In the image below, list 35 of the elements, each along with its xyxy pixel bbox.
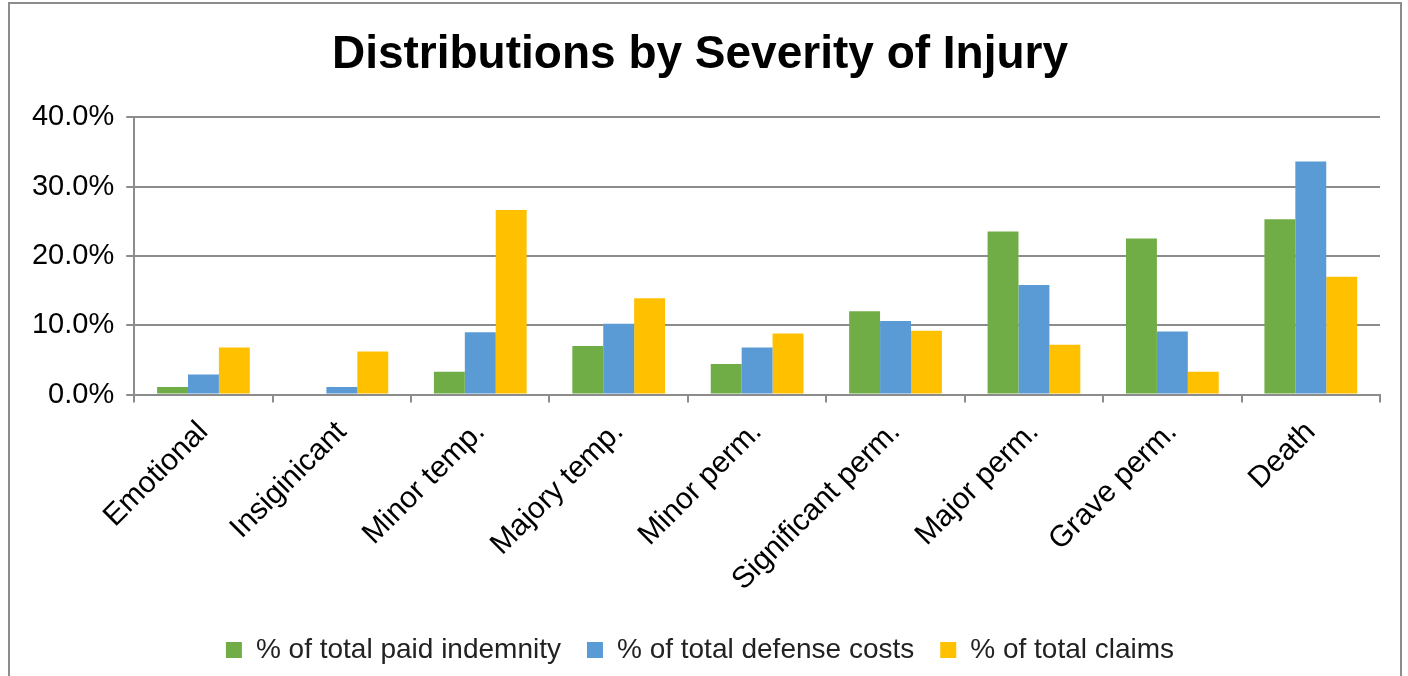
bar — [603, 323, 635, 394]
legend-label: % of total defense costs — [616, 632, 915, 664]
y-tick-label: 20.0% — [31, 237, 115, 270]
bar — [464, 332, 496, 394]
bar — [357, 351, 389, 394]
bar — [634, 298, 666, 394]
chart-title: Distributions by Severity of Injury — [331, 26, 1069, 79]
bar — [1049, 344, 1081, 394]
bar — [572, 346, 604, 394]
bar — [1187, 371, 1219, 394]
legend-label: % of total claims — [970, 632, 1175, 664]
bar — [187, 374, 219, 394]
bar — [157, 386, 188, 394]
bar — [1326, 276, 1358, 394]
bar — [495, 210, 527, 394]
bar — [1018, 285, 1050, 394]
bar — [1295, 161, 1327, 394]
bar — [772, 333, 804, 394]
bar — [910, 330, 942, 394]
bar — [987, 231, 1019, 394]
bar — [741, 347, 773, 394]
bar — [880, 321, 911, 394]
bar — [218, 347, 250, 394]
y-tick-label: 0.0% — [48, 376, 115, 409]
bar — [1126, 238, 1157, 394]
bar — [1156, 331, 1188, 394]
bar — [710, 364, 742, 394]
bar — [849, 311, 881, 394]
y-tick-label: 30.0% — [31, 168, 115, 201]
y-tick-label: 10.0% — [31, 307, 115, 340]
bar — [433, 371, 465, 394]
bar — [1264, 219, 1296, 394]
y-tick-label: 40.0% — [31, 99, 115, 132]
legend-label: % of total paid indemnity — [255, 632, 561, 664]
bar — [326, 386, 358, 394]
